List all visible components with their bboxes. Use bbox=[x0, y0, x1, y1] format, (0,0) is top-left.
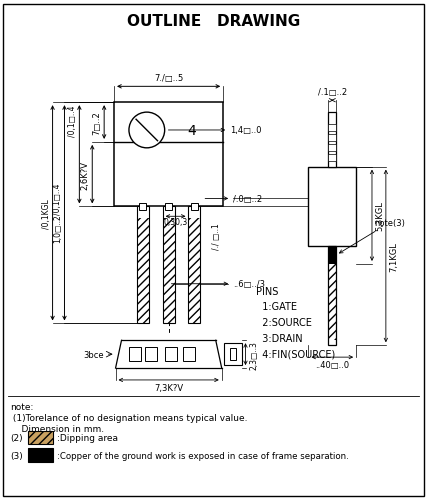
Text: 7,3K?V: 7,3K?V bbox=[154, 383, 183, 392]
Text: 7,1KGL: 7,1KGL bbox=[389, 241, 398, 272]
Bar bbox=[139, 203, 146, 210]
Text: 2,3□..3: 2,3□..3 bbox=[249, 340, 258, 369]
Text: ..40□..0: ..40□..0 bbox=[315, 360, 349, 369]
Text: 3bce: 3bce bbox=[83, 350, 104, 359]
Bar bbox=[145, 348, 157, 361]
Bar bbox=[308, 167, 356, 246]
Bar bbox=[165, 348, 177, 361]
Text: :Dipping area: :Dipping area bbox=[56, 433, 117, 442]
Bar bbox=[224, 344, 242, 365]
Bar bbox=[329, 125, 336, 132]
Text: 7./□..5: 7./□..5 bbox=[154, 74, 183, 83]
Bar bbox=[137, 219, 149, 324]
Bar bbox=[183, 348, 195, 361]
Text: /0,1□..4: /0,1□..4 bbox=[53, 183, 62, 214]
Bar bbox=[28, 431, 52, 444]
Bar bbox=[188, 207, 200, 324]
Text: ..6□../3: ..6□../3 bbox=[233, 280, 265, 289]
Bar bbox=[165, 203, 172, 210]
Text: 1,4□..0: 1,4□..0 bbox=[230, 126, 261, 135]
Bar bbox=[329, 113, 336, 167]
Text: 4: 4 bbox=[187, 124, 196, 138]
Bar bbox=[163, 219, 175, 324]
Text: (3): (3) bbox=[10, 451, 23, 460]
Text: 5,3KGL: 5,3KGL bbox=[375, 201, 384, 231]
Bar bbox=[188, 219, 200, 324]
Text: /0,1□..4: /0,1□..4 bbox=[68, 105, 77, 136]
Text: :Copper of the ground work is exposed in case of frame separation.: :Copper of the ground work is exposed in… bbox=[56, 451, 348, 460]
Text: 7□..2: 7□..2 bbox=[92, 111, 101, 135]
Text: /./ □..1: /./ □..1 bbox=[212, 223, 221, 250]
Circle shape bbox=[129, 113, 165, 148]
Text: 2,6K?V: 2,6K?V bbox=[80, 160, 89, 189]
Bar bbox=[329, 246, 336, 346]
Text: 1,0□..2: 1,0□..2 bbox=[53, 214, 62, 242]
Bar bbox=[329, 246, 336, 265]
Bar bbox=[191, 203, 198, 210]
Text: note(3): note(3) bbox=[339, 219, 405, 254]
Bar bbox=[129, 348, 141, 361]
Text: /0,1KGL: /0,1KGL bbox=[42, 198, 51, 228]
Text: 0,30,3: 0,30,3 bbox=[163, 218, 188, 227]
Bar bbox=[329, 135, 336, 142]
Text: OUTLINE   DRAWING: OUTLINE DRAWING bbox=[127, 15, 300, 29]
Text: (2): (2) bbox=[10, 433, 22, 442]
Text: /.1□..2: /.1□..2 bbox=[318, 88, 347, 97]
Bar bbox=[114, 103, 223, 207]
Bar bbox=[329, 265, 336, 341]
Text: (1)Torelance of no designation means typical value.: (1)Torelance of no designation means typ… bbox=[10, 413, 247, 422]
Bar bbox=[230, 349, 236, 360]
Text: Dimension in mm.: Dimension in mm. bbox=[10, 424, 104, 433]
Bar bbox=[329, 145, 336, 151]
Text: /.0□..2: /.0□..2 bbox=[233, 194, 262, 203]
Bar bbox=[163, 207, 175, 324]
Bar bbox=[137, 207, 149, 324]
Bar bbox=[28, 448, 52, 462]
Bar bbox=[329, 154, 336, 161]
Text: PINS
  1:GATE
  2:SOURCE
  3:DRAIN
  4:FIN(SOURCE): PINS 1:GATE 2:SOURCE 3:DRAIN 4:FIN(SOURC… bbox=[256, 286, 335, 358]
Text: note:: note: bbox=[10, 402, 33, 411]
